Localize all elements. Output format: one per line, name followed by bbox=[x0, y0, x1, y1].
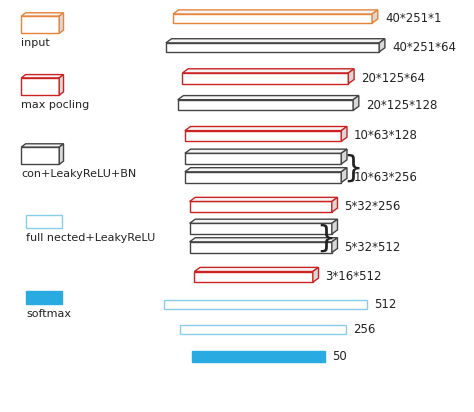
Text: 40*251*1: 40*251*1 bbox=[385, 12, 441, 25]
Text: 256: 256 bbox=[353, 323, 375, 336]
Bar bbox=[185, 172, 341, 183]
Polygon shape bbox=[332, 197, 337, 212]
Bar bbox=[190, 201, 332, 212]
Polygon shape bbox=[194, 267, 319, 272]
Bar bbox=[178, 100, 353, 110]
Polygon shape bbox=[313, 267, 319, 282]
Polygon shape bbox=[348, 69, 354, 84]
Polygon shape bbox=[21, 13, 64, 16]
Bar bbox=[173, 14, 372, 23]
Polygon shape bbox=[166, 39, 385, 43]
Polygon shape bbox=[190, 197, 337, 201]
Bar bbox=[21, 78, 59, 95]
Polygon shape bbox=[59, 144, 64, 164]
Polygon shape bbox=[190, 219, 337, 223]
Polygon shape bbox=[21, 144, 64, 147]
Bar bbox=[26, 215, 62, 228]
Polygon shape bbox=[379, 39, 385, 52]
Text: 3*16*512: 3*16*512 bbox=[326, 270, 382, 283]
Text: 50: 50 bbox=[332, 350, 346, 363]
Polygon shape bbox=[178, 96, 359, 100]
Bar bbox=[194, 272, 313, 282]
Text: 20*125*64: 20*125*64 bbox=[361, 72, 425, 85]
Bar bbox=[166, 43, 379, 52]
Bar bbox=[185, 131, 341, 141]
Polygon shape bbox=[341, 168, 347, 183]
Polygon shape bbox=[59, 75, 64, 95]
Polygon shape bbox=[21, 75, 64, 78]
Text: 10*63*256: 10*63*256 bbox=[354, 171, 418, 184]
Polygon shape bbox=[173, 10, 378, 14]
Polygon shape bbox=[332, 219, 337, 234]
Text: full nected+LeakyReLU: full nected+LeakyReLU bbox=[26, 233, 155, 243]
Bar bbox=[26, 291, 62, 304]
Polygon shape bbox=[372, 10, 378, 23]
Text: input: input bbox=[21, 38, 50, 48]
Bar bbox=[190, 223, 332, 234]
Bar bbox=[21, 147, 59, 164]
Bar bbox=[164, 300, 367, 309]
Text: 5*32*512: 5*32*512 bbox=[345, 241, 401, 254]
Polygon shape bbox=[182, 69, 354, 73]
Polygon shape bbox=[190, 238, 337, 242]
Bar bbox=[190, 242, 332, 253]
Polygon shape bbox=[332, 238, 337, 253]
Text: 5*32*256: 5*32*256 bbox=[345, 200, 401, 213]
Bar bbox=[182, 73, 348, 84]
Bar bbox=[185, 153, 341, 164]
Polygon shape bbox=[353, 96, 359, 110]
Text: }: } bbox=[317, 224, 336, 253]
Text: softmax: softmax bbox=[26, 309, 71, 319]
Polygon shape bbox=[59, 13, 64, 33]
Text: 512: 512 bbox=[374, 297, 397, 311]
Bar bbox=[180, 325, 346, 334]
Text: 20*125*128: 20*125*128 bbox=[366, 98, 438, 112]
Polygon shape bbox=[341, 126, 347, 141]
Polygon shape bbox=[185, 149, 347, 153]
Bar bbox=[192, 351, 325, 362]
Polygon shape bbox=[185, 168, 347, 172]
Polygon shape bbox=[185, 126, 347, 131]
Text: con+LeakyReLU+BN: con+LeakyReLU+BN bbox=[21, 169, 137, 179]
Polygon shape bbox=[341, 149, 347, 164]
Text: 40*251*64: 40*251*64 bbox=[392, 41, 456, 54]
Text: 10*63*128: 10*63*128 bbox=[354, 129, 418, 143]
Text: max pocling: max pocling bbox=[21, 100, 90, 110]
Bar bbox=[21, 16, 59, 33]
Text: }: } bbox=[343, 154, 363, 183]
